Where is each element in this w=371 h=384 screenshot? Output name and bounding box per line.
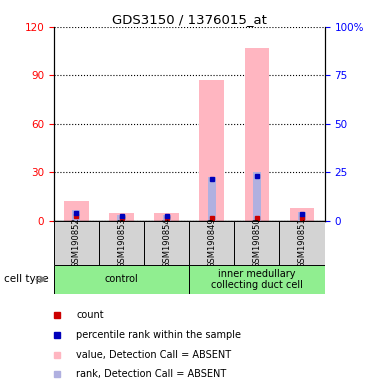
Text: inner medullary
collecting duct cell: inner medullary collecting duct cell	[211, 268, 303, 290]
Bar	[72, 210, 81, 221]
Bar	[162, 215, 171, 221]
Bar	[244, 48, 269, 221]
Text: GSM190853: GSM190853	[117, 217, 126, 268]
Bar	[208, 177, 216, 221]
Title: GDS3150 / 1376015_at: GDS3150 / 1376015_at	[112, 13, 267, 26]
Text: percentile rank within the sample: percentile rank within the sample	[76, 330, 242, 340]
Text: count: count	[76, 310, 104, 320]
Text: rank, Detection Call = ABSENT: rank, Detection Call = ABSENT	[76, 369, 227, 379]
Bar	[290, 208, 315, 221]
Bar	[253, 172, 261, 221]
Bar	[54, 265, 189, 294]
Text: GSM190854: GSM190854	[162, 218, 171, 268]
Bar	[54, 221, 99, 265]
Bar	[279, 221, 325, 265]
Bar	[154, 213, 179, 221]
Text: value, Detection Call = ABSENT: value, Detection Call = ABSENT	[76, 349, 232, 359]
Bar	[99, 221, 144, 265]
Text: cell type: cell type	[4, 274, 48, 285]
Bar	[298, 212, 306, 221]
Bar	[189, 221, 234, 265]
Bar	[144, 221, 189, 265]
Text: control: control	[105, 274, 138, 285]
Bar	[64, 202, 89, 221]
Text: GSM190849: GSM190849	[207, 218, 216, 268]
Bar	[109, 213, 134, 221]
Text: GSM190851: GSM190851	[298, 218, 306, 268]
Bar	[118, 215, 125, 221]
Text: GSM190852: GSM190852	[72, 218, 81, 268]
Bar	[189, 265, 325, 294]
Bar	[234, 221, 279, 265]
Bar	[199, 80, 224, 221]
Text: GSM190850: GSM190850	[252, 218, 262, 268]
